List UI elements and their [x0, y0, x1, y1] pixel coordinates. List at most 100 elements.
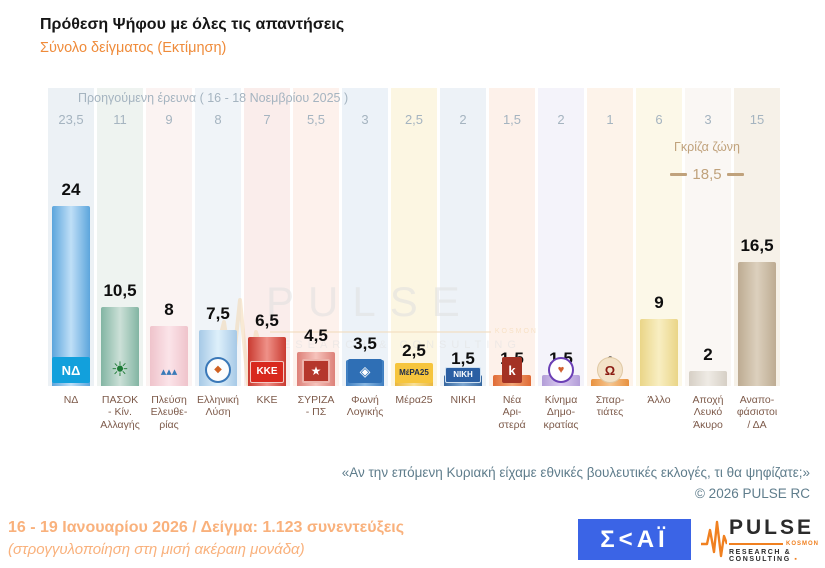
- grey-zone-dash: [670, 173, 688, 176]
- footer-info: 16 - 19 Ιανουαρίου 2026 / Δείγμα: 1.123 …: [8, 519, 404, 558]
- pasok-logo: ☀: [111, 359, 129, 381]
- result-value-foni: 3,5: [353, 333, 377, 353]
- column-mera25: 2,5 2,5 ΜέΡΑ25: [391, 88, 437, 386]
- nd-logo: ΝΔ: [52, 357, 90, 383]
- party-label-mera25: Μέρα25: [395, 394, 433, 406]
- column-kke: 7 6,5 ΚΚΕ: [244, 88, 290, 386]
- party-label-spartiates: Σπαρ- τιάτες: [595, 394, 625, 419]
- result-bar-anapofasistoi: [738, 262, 776, 386]
- result-value-anapofasistoi: 16,5: [740, 236, 774, 256]
- party-label-anapofasistoi: Αναπο- φάσιστοι / ΔΑ: [736, 394, 778, 431]
- kinima-dim-logo: ♥: [548, 357, 574, 383]
- result-bar-pasok: [101, 307, 139, 386]
- previous-value-allo: 6: [655, 112, 663, 127]
- fieldwork-dates-sample: 16 - 19 Ιανουαρίου 2026 / Δείγμα: 1.123 …: [8, 519, 405, 536]
- niki-logo: ΝΙΚΗ: [445, 367, 481, 383]
- party-label-pasok: ΠΑΣΟΚ - Κίν. Αλλαγής: [100, 394, 140, 431]
- syriza-logo: ★: [302, 359, 330, 383]
- column-syriza: 5,5 4,5 ★: [293, 88, 339, 386]
- party-label-kinima-dim: Κίνημα Δημο- κρατίας: [543, 394, 579, 431]
- party-label-nea-aristera: Νέα Αρι- στερά: [498, 394, 526, 431]
- survey-question-text: «Αν την επόμενη Κυριακή είχαμε εθνικές β…: [341, 465, 810, 480]
- grey-zone-label: Γκρίζα ζώνη: [673, 140, 741, 154]
- column-pasok: 11 10,5 ☀: [97, 88, 143, 386]
- previous-value-kinima-dim: 2: [557, 112, 565, 127]
- grey-zone-dash: [726, 173, 744, 176]
- result-bar-allo: [640, 318, 678, 386]
- result-bar-nd: [52, 206, 90, 386]
- previous-value-plefsi: 9: [165, 112, 173, 127]
- skai-logo-text: Σ<ΑΪ: [600, 525, 669, 553]
- previous-value-niki: 2: [459, 112, 467, 127]
- kke-logo: ΚΚΕ: [250, 361, 284, 383]
- previous-value-mera25: 2,5: [404, 112, 424, 127]
- party-label-allo: Άλλο: [647, 394, 671, 406]
- column-spartiates: 11Ω: [587, 88, 633, 386]
- column-nd: 23,5 24 ΝΔ: [48, 88, 94, 386]
- previous-value-syriza: 5,5: [306, 112, 326, 127]
- elliniki-logo: ◆: [205, 357, 231, 383]
- page-title: Πρόθεση Ψήφου με όλες τις απαντήσεις: [40, 16, 345, 33]
- column-foni: 3 3,5 ◈: [342, 88, 388, 386]
- previous-value-spartiates: 1: [606, 112, 614, 127]
- previous-value-pasok: 11: [113, 112, 127, 127]
- previous-value-foni: 3: [361, 112, 369, 127]
- result-value-allo: 9: [654, 292, 664, 312]
- result-value-kke: 6,5: [255, 311, 279, 331]
- party-label-plefsi: Πλεύση Ελευθε- ρίας: [150, 394, 188, 431]
- grey-zone-value: 18,5: [692, 166, 722, 183]
- column-elliniki: 8 7,5 ◆: [195, 88, 241, 386]
- mera25-logo: ΜέΡΑ25: [395, 363, 433, 383]
- party-label-kke: ΚΚΕ: [256, 394, 278, 406]
- foni-logo: ◈: [348, 359, 382, 383]
- column-nea-aristera: 1,51,5k: [489, 88, 535, 386]
- result-value-pasok: 10,5: [103, 281, 137, 301]
- previous-value-kke: 7: [263, 112, 271, 127]
- pulse-waveform-icon: [701, 520, 727, 558]
- result-value-apoxi: 2: [703, 345, 713, 364]
- pulse-brand-text: PULSE: [729, 516, 815, 539]
- party-label-apoxi: Αποχή Λευκό Άκυρο: [692, 394, 724, 431]
- plefsi-logo: ▴▴▴: [160, 365, 178, 378]
- bar-chart: Προηγούμενη έρευνα ( 16 - 18 Νοεμβρίου 2…: [48, 88, 780, 386]
- column-niki: 2 1,5 ΝΙΚΗ: [440, 88, 486, 386]
- result-value-syriza: 4,5: [304, 326, 328, 346]
- nea-aristera-logo: k: [502, 357, 522, 383]
- previous-value-nea-aristera: 1,5: [502, 112, 522, 127]
- previous-value-anapofasistoi: 15: [749, 112, 765, 127]
- pulse-logo: PULSE KOSMON RESEARCH & CONSULTING ▪: [701, 516, 819, 563]
- result-value-niki: 1,5: [451, 348, 475, 368]
- pulse-tagline-text: RESEARCH & CONSULTING: [729, 549, 792, 563]
- copyright-text: © 2026 PULSE RC: [694, 485, 810, 501]
- column-anapofasistoi: 15 16,5: [734, 88, 780, 386]
- page-subtitle: Σύνολο δείγματος (Εκτίμηση): [40, 40, 227, 56]
- party-label-nd: ΝΔ: [63, 394, 79, 406]
- result-value-nd: 24: [61, 180, 81, 199]
- skai-logo: Σ<ΑΪ: [578, 519, 691, 560]
- previous-value-apoxi: 3: [704, 112, 712, 127]
- result-value-mera25: 2,5: [402, 341, 426, 361]
- result-value-plefsi: 8: [164, 300, 174, 319]
- survey-question: «Αν την επόμενη Κυριακή είχαμε εθνικές β…: [210, 463, 810, 505]
- column-plefsi: 9 8 ▴▴▴: [146, 88, 192, 386]
- party-labels-row: ΝΔ ΠΑΣΟΚ - Κίν. Αλλαγής Πλεύση Ελευθε- ρία…: [48, 394, 780, 431]
- party-label-syriza: ΣΥΡΙΖΑ - ΠΣ: [297, 394, 335, 419]
- previous-survey-header: Προηγούμενη έρευνα ( 16 - 18 Νοεμβρίου 2…: [78, 91, 349, 105]
- result-bar-apoxi: [689, 371, 727, 386]
- result-value-elliniki: 7,5: [206, 303, 230, 323]
- party-label-niki: ΝΙΚΗ: [450, 394, 476, 406]
- spartiates-logo: Ω: [597, 357, 623, 383]
- pulse-kosmon-text: KOSMON: [786, 541, 819, 547]
- result-bar-plefsi: [150, 326, 188, 386]
- party-label-elliniki: Ελληνική Λύση: [196, 394, 239, 419]
- column-kinima-dim: 21,5♥: [538, 88, 584, 386]
- previous-value-elliniki: 8: [214, 112, 222, 127]
- chart-columns: 23,5 24 ΝΔ 11 10,5 ☀ 9 8 ▴▴▴ 8 7,5 ◆ 7 6,5 ΚΚΕ 5,5 4,5 ★ 3…: [48, 88, 780, 386]
- previous-value-nd: 23,5: [58, 112, 84, 127]
- rounding-note: (στρογγυλοποίηση στη μισή ακέραιη μονάδα…: [8, 541, 305, 558]
- grey-zone-annotation: Γκρίζα ζώνη 18,5: [634, 140, 780, 183]
- party-label-foni: Φωνή Λογικής: [346, 394, 384, 419]
